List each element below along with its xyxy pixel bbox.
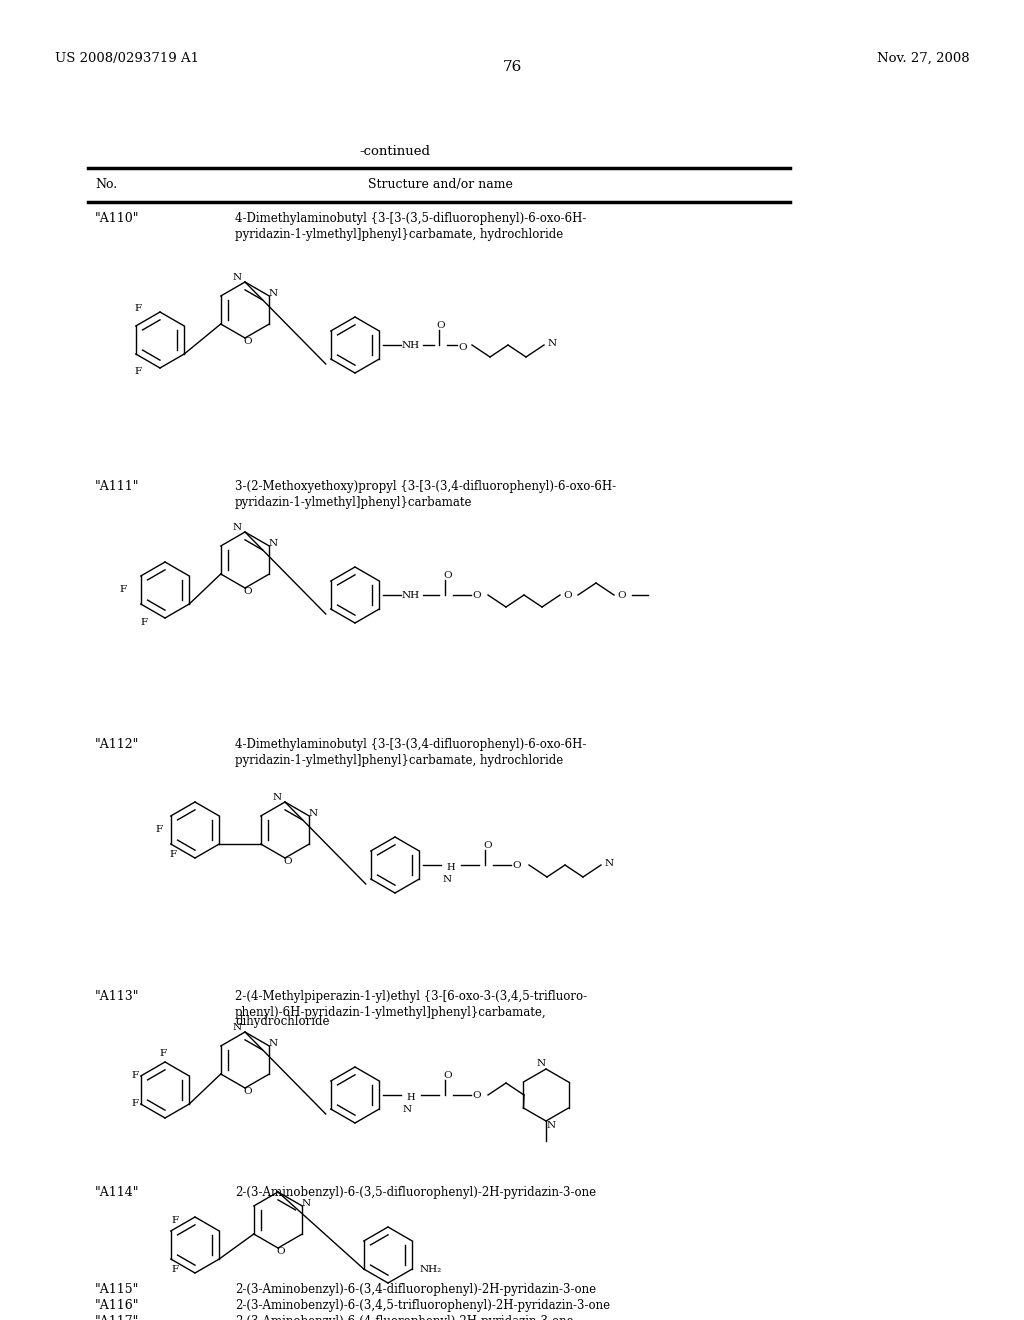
Text: F: F — [171, 1216, 178, 1225]
Text: 2-(3-Aminobenzyl)-6-(3,4,5-trifluorophenyl)-2H-pyridazin-3-one: 2-(3-Aminobenzyl)-6-(3,4,5-trifluorophen… — [234, 1299, 610, 1312]
Text: NH₂: NH₂ — [419, 1265, 441, 1274]
Text: N: N — [232, 523, 242, 532]
Text: "A114": "A114" — [95, 1185, 139, 1199]
Text: F: F — [134, 304, 141, 313]
Text: O: O — [436, 321, 445, 330]
Text: "A117": "A117" — [95, 1315, 139, 1320]
Text: F: F — [156, 825, 163, 834]
Text: pyridazin-1-ylmethyl]phenyl}carbamate, hydrochloride: pyridazin-1-ylmethyl]phenyl}carbamate, h… — [234, 754, 563, 767]
Text: O: O — [244, 1088, 252, 1097]
Text: -continued: -continued — [359, 145, 430, 158]
Text: O: O — [483, 841, 493, 850]
Text: O: O — [513, 861, 521, 870]
Text: F: F — [131, 1100, 138, 1109]
Text: US 2008/0293719 A1: US 2008/0293719 A1 — [55, 51, 199, 65]
Text: O: O — [443, 1071, 453, 1080]
Text: N: N — [268, 1040, 278, 1048]
Text: 3-(2-Methoxyethoxy)propyl {3-[3-(3,4-difluorophenyl)-6-oxo-6H-: 3-(2-Methoxyethoxy)propyl {3-[3-(3,4-dif… — [234, 480, 616, 492]
Text: "A115": "A115" — [95, 1283, 139, 1296]
Text: F: F — [171, 1265, 178, 1274]
Text: 2-(3-Aminobenzyl)-6-(3,4-difluorophenyl)-2H-pyridazin-3-one: 2-(3-Aminobenzyl)-6-(3,4-difluorophenyl)… — [234, 1283, 596, 1296]
Text: O: O — [284, 858, 292, 866]
Text: pyridazin-1-ylmethyl]phenyl}carbamate, hydrochloride: pyridazin-1-ylmethyl]phenyl}carbamate, h… — [234, 228, 563, 242]
Text: O: O — [276, 1247, 286, 1257]
Text: N: N — [442, 874, 452, 883]
Text: O: O — [244, 338, 252, 346]
Text: 2-(3-Aminobenzyl)-6-(4-fluorophenyl)-2H-pyridazin-3-one: 2-(3-Aminobenzyl)-6-(4-fluorophenyl)-2H-… — [234, 1315, 573, 1320]
Text: 2-(3-Aminobenzyl)-6-(3,5-difluorophenyl)-2H-pyridazin-3-one: 2-(3-Aminobenzyl)-6-(3,5-difluorophenyl)… — [234, 1185, 596, 1199]
Text: dihydrochloride: dihydrochloride — [234, 1015, 330, 1028]
Text: N: N — [604, 858, 613, 867]
Text: O: O — [443, 570, 453, 579]
Text: O: O — [473, 1090, 481, 1100]
Text: "A116": "A116" — [95, 1299, 139, 1312]
Text: 2-(4-Methylpiperazin-1-yl)ethyl {3-[6-oxo-3-(3,4,5-trifluoro-: 2-(4-Methylpiperazin-1-yl)ethyl {3-[6-ox… — [234, 990, 587, 1003]
Text: H: H — [407, 1093, 416, 1101]
Text: O: O — [617, 590, 627, 599]
Text: Nov. 27, 2008: Nov. 27, 2008 — [878, 51, 970, 65]
Text: N: N — [547, 1122, 556, 1130]
Text: F: F — [140, 618, 147, 627]
Text: No.: No. — [95, 178, 117, 191]
Text: N: N — [537, 1060, 546, 1068]
Text: "A110": "A110" — [95, 213, 139, 224]
Text: N: N — [308, 809, 317, 818]
Text: F: F — [169, 850, 176, 859]
Text: O: O — [563, 590, 572, 599]
Text: N: N — [548, 338, 557, 347]
Text: "A113": "A113" — [95, 990, 139, 1003]
Text: F: F — [120, 586, 127, 594]
Text: N: N — [272, 792, 282, 801]
Text: F: F — [160, 1049, 167, 1059]
Text: O: O — [473, 590, 481, 599]
Text: F: F — [134, 367, 141, 376]
Text: "A111": "A111" — [95, 480, 139, 492]
Text: N: N — [232, 1023, 242, 1031]
Text: N: N — [268, 540, 278, 549]
Text: O: O — [244, 587, 252, 597]
Text: H: H — [446, 862, 456, 871]
Text: F: F — [131, 1072, 138, 1081]
Text: 76: 76 — [503, 59, 521, 74]
Text: "A112": "A112" — [95, 738, 139, 751]
Text: Structure and/or name: Structure and/or name — [368, 178, 512, 191]
Text: pyridazin-1-ylmethyl]phenyl}carbamate: pyridazin-1-ylmethyl]phenyl}carbamate — [234, 496, 472, 510]
Text: NH: NH — [402, 590, 420, 599]
Text: N: N — [302, 1200, 311, 1209]
Text: phenyl)-6H-pyridazin-1-ylmethyl]phenyl}carbamate,: phenyl)-6H-pyridazin-1-ylmethyl]phenyl}c… — [234, 1006, 547, 1019]
Text: 4-Dimethylaminobutyl {3-[3-(3,5-difluorophenyl)-6-oxo-6H-: 4-Dimethylaminobutyl {3-[3-(3,5-difluoro… — [234, 213, 587, 224]
Text: 4-Dimethylaminobutyl {3-[3-(3,4-difluorophenyl)-6-oxo-6H-: 4-Dimethylaminobutyl {3-[3-(3,4-difluoro… — [234, 738, 587, 751]
Text: N: N — [268, 289, 278, 298]
Text: O: O — [459, 342, 467, 351]
Text: NH: NH — [402, 341, 420, 350]
Text: N: N — [402, 1105, 412, 1114]
Text: N: N — [232, 272, 242, 281]
